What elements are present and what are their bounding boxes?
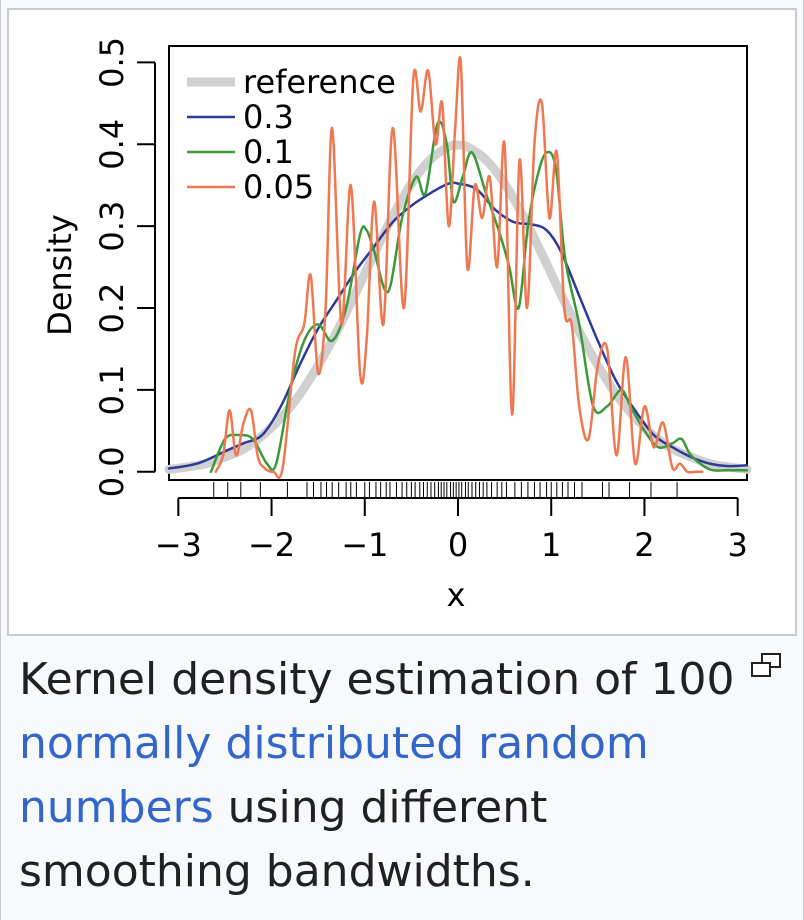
series-lines (164, 56, 752, 479)
y-axis-label: Density (41, 214, 79, 336)
enlarge-icon[interactable] (749, 652, 783, 678)
caption-link[interactable]: normally distributed random numbers (19, 718, 649, 833)
y-tick-label: 0.4 (93, 119, 131, 170)
legend-label-2: 0.1 (243, 133, 294, 171)
x-tick-label: 1 (541, 526, 561, 564)
y-tick-label: 0.3 (93, 201, 131, 252)
chart-image-frame[interactable]: −3 −2 −1 0 1 2 3 0.0 0.1 0.2 0.3 0.4 0.5 x Density ref… (7, 8, 797, 636)
x-tick-label: −1 (341, 526, 388, 564)
rug-marks (213, 482, 678, 498)
y-tick-label: 0.5 (93, 37, 131, 88)
x-tick-label: 0 (448, 526, 468, 564)
caption-text-after: using different smoothing bandwidths. (19, 782, 548, 897)
series-line-1 (167, 181, 749, 470)
y-tick-label: 0.0 (93, 446, 131, 497)
figure-caption: Kernel density estimation of 100 normall… (19, 648, 759, 904)
x-tick-label: 2 (634, 526, 654, 564)
series-line-2 (209, 120, 749, 474)
density-chart: −3 −2 −1 0 1 2 3 0.0 0.1 0.2 0.3 0.4 0.5 x Density ref… (41, 37, 752, 614)
y-tick-label: 0.2 (93, 283, 131, 334)
caption-text-before: Kernel density estimation of 100 (19, 654, 735, 705)
x-tick-label: −2 (248, 526, 295, 564)
x-tick-label: 3 (727, 526, 747, 564)
plot-frame (168, 45, 748, 481)
axes: −3 −2 −1 0 1 2 3 0.0 0.1 0.2 0.3 0.4 0.5 x Density (41, 37, 748, 614)
x-axis-label: x (447, 576, 466, 614)
legend-label-1: 0.3 (243, 98, 294, 136)
x-tick-label: −3 (155, 526, 202, 564)
y-tick-label: 0.1 (93, 364, 131, 415)
series-line-0 (164, 140, 752, 474)
series-line-3 (214, 56, 704, 479)
legend-label-0: reference (243, 63, 396, 101)
legend-label-3: 0.05 (243, 168, 314, 206)
